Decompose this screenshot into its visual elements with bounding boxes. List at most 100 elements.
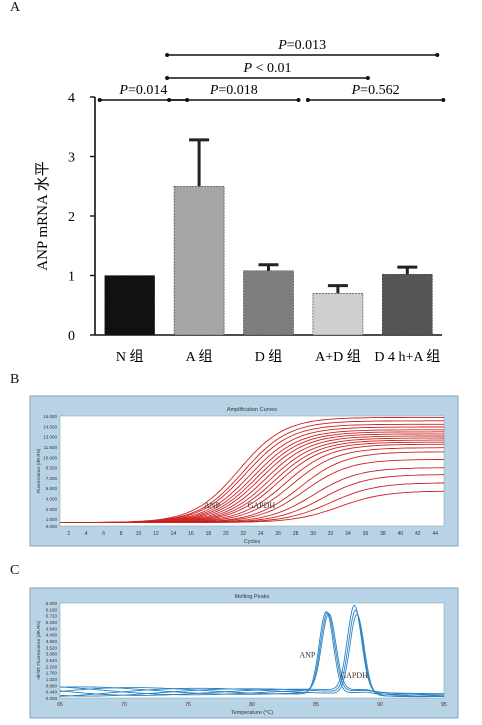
y-tick-label: 5.280 <box>46 620 58 625</box>
bar-chart-anp-mrna: ANP mRNA 水平 0 1 2 3 4 N 组 A 组 D 组 A+D 组 D 4 h+A 组… <box>34 38 446 365</box>
significance-end <box>441 98 446 102</box>
bar <box>243 270 294 336</box>
x-tick-label: 80 <box>249 702 255 708</box>
p-value-label: P=0.018 <box>209 83 258 98</box>
y-tick-label: 16.000 <box>43 414 57 419</box>
x-tick-label: D 4 h+A 组 <box>374 349 440 365</box>
y-tick-label: 0.440 <box>46 690 58 695</box>
y-tick-label: 2.200 <box>46 664 58 669</box>
x-tick-label: 44 <box>432 531 438 537</box>
x-tick-label: 70 <box>121 702 127 708</box>
y-tick-label: 2 <box>68 210 75 225</box>
y-tick-label: 11.500 <box>44 445 58 450</box>
annotation-anp: ANP <box>204 501 221 510</box>
y-tick-label: 4.840 <box>46 626 58 631</box>
annotation-anp: ANP <box>299 651 316 660</box>
y-tick-label: 0.000 <box>46 524 58 529</box>
significance-end <box>167 98 172 102</box>
panel-label-a: A <box>10 0 21 15</box>
annotation-gapdh: GAPDH <box>340 671 368 680</box>
y-tick-label: 3.080 <box>46 652 58 657</box>
x-tick-label: 95 <box>441 702 447 708</box>
bar <box>104 275 155 336</box>
y-axis-label: -dF/dT Fluorescence (dR.RN) <box>36 620 41 680</box>
x-tick-label: 14 <box>171 531 177 537</box>
y-tick-label: 1.000 <box>46 517 58 522</box>
bar <box>173 185 225 336</box>
y-tick-label: 1.320 <box>46 677 58 682</box>
y-tick-label: 8.500 <box>46 466 58 471</box>
x-tick-label: 24 <box>258 531 264 537</box>
y-tick-label: 13.000 <box>43 435 57 440</box>
x-tick-label: 20 <box>223 531 229 537</box>
annotation-gapdh: GAPDH <box>248 501 276 510</box>
melting-peak-curve <box>59 613 445 697</box>
p-value-label: P=0.014 <box>118 83 167 98</box>
significance-end <box>305 98 310 102</box>
y-tick-label: 6.600 <box>46 601 58 606</box>
x-tick-label: 75 <box>185 702 191 708</box>
x-tick-label: 6 <box>102 531 105 537</box>
bar <box>381 274 433 336</box>
amplification-curve <box>60 490 445 524</box>
y-axis-label: Fluorescence (dR.RN) <box>36 448 41 493</box>
x-tick-label: 22 <box>240 531 246 537</box>
x-tick-label: 26 <box>275 531 281 537</box>
x-tick-label: 4 <box>85 531 88 537</box>
x-tick-label: 8 <box>120 531 123 537</box>
y-tick-label: 6.160 <box>46 607 58 612</box>
x-tick-label: A 组 <box>186 349 213 365</box>
plot-area <box>59 602 445 699</box>
chart-title: Melting Peaks <box>235 594 270 600</box>
significance-end <box>435 53 440 57</box>
x-tick-label: 42 <box>415 531 421 537</box>
y-tick-label: 5.720 <box>46 614 58 619</box>
x-tick-label: 2 <box>67 531 70 537</box>
x-axis-label: Temperature (°C) <box>231 710 273 716</box>
x-tick-label: 32 <box>328 531 334 537</box>
x-tick-label: 40 <box>398 531 404 537</box>
x-tick-label: 34 <box>345 531 351 537</box>
y-tick-label: 1 <box>68 270 75 285</box>
x-tick-label: 85 <box>313 702 319 708</box>
p-value-label: P=0.562 <box>351 83 400 98</box>
chart-title: Amplification Curves <box>227 407 277 413</box>
x-tick-label: N 组 <box>116 349 144 365</box>
significance-end <box>296 98 301 102</box>
x-tick-label: 16 <box>188 531 194 537</box>
y-tick-label: 2.500 <box>46 507 58 512</box>
y-tick-label: 0.880 <box>46 683 58 688</box>
significance-end <box>365 76 370 80</box>
significance-end <box>165 76 170 80</box>
y-tick-label: 3.960 <box>46 639 58 644</box>
p-value-label: P=0.013 <box>277 38 326 53</box>
y-tick-label: 14.500 <box>43 424 57 429</box>
x-tick-label: 36 <box>363 531 369 537</box>
x-tick-label: 38 <box>380 531 386 537</box>
significance-end <box>165 53 170 57</box>
y-tick-label: 0 <box>68 329 75 344</box>
panel-label-b: B <box>10 372 20 387</box>
y-tick-label: 4.400 <box>46 633 58 638</box>
x-tick-label: 28 <box>293 531 299 537</box>
y-tick-label: 3 <box>68 151 75 166</box>
significance-end <box>97 98 102 102</box>
y-tick-label: 5.500 <box>46 486 58 491</box>
y-tick-label: 7.000 <box>46 476 58 481</box>
x-tick-label: 30 <box>310 531 316 537</box>
y-tick-label: 10.000 <box>43 455 57 460</box>
panel-label-c: C <box>10 563 20 578</box>
y-tick-label: 4 <box>68 91 75 106</box>
x-tick-label: 65 <box>57 702 63 708</box>
x-axis-label: Cycles <box>244 539 261 545</box>
x-tick-label: 18 <box>206 531 212 537</box>
x-tick-label: D 组 <box>255 349 283 365</box>
p-value-label: P < 0.01 <box>243 61 292 76</box>
x-tick-label: 12 <box>153 531 159 537</box>
y-axis-label: ANP mRNA 水平 <box>34 161 51 270</box>
y-tick-label: 4.000 <box>46 497 58 502</box>
y-tick-label: 0.000 <box>46 696 58 701</box>
x-tick-label: 10 <box>136 531 142 537</box>
y-tick-label: 1.760 <box>46 671 58 676</box>
